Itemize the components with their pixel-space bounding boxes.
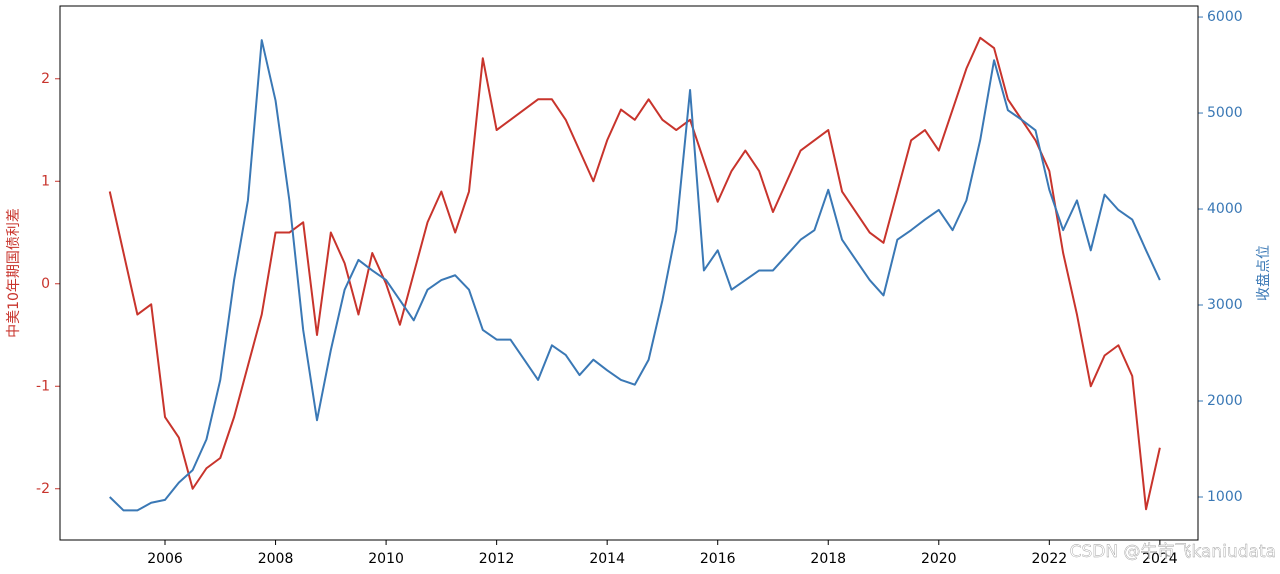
y2-axis-label: 收盘点位	[1255, 245, 1272, 301]
y-axis-label: 中美10年期国债利差	[6, 208, 22, 338]
y2-tick-label: 4000	[1207, 201, 1243, 217]
x-tick-label: 2014	[589, 551, 625, 567]
watermark: CSDN @牛市飞kaniudata	[1070, 542, 1276, 562]
y2-tick-label: 5000	[1207, 105, 1243, 121]
x-tick-label: 2006	[147, 551, 183, 567]
y-tick-label: 1	[41, 173, 50, 189]
x-tick-label: 2008	[258, 551, 294, 567]
plot-frame	[59, 5, 1199, 541]
x-tick-label: 2010	[368, 551, 404, 567]
line-series	[109, 39, 1161, 512]
line-series	[108, 36, 1161, 511]
y-tick-label: -1	[36, 378, 50, 394]
y2-tick-label: 3000	[1207, 297, 1243, 313]
x-tick-label: 2016	[700, 551, 736, 567]
y2-tick-label: 6000	[1207, 9, 1243, 25]
y-tick-label: 0	[41, 276, 50, 292]
y-tick-label: -2	[36, 481, 50, 497]
y-tick-label: 2	[41, 71, 50, 87]
x-tick-label: 2022	[1032, 551, 1068, 567]
y2-tick-label: 1000	[1207, 489, 1243, 505]
x-tick-label: 2012	[479, 551, 515, 567]
x-tick-label: 2024	[1142, 551, 1178, 567]
x-tick-label: 2018	[810, 551, 846, 567]
y2-tick-label: 2000	[1207, 393, 1243, 409]
x-tick-label: 2020	[921, 551, 957, 567]
